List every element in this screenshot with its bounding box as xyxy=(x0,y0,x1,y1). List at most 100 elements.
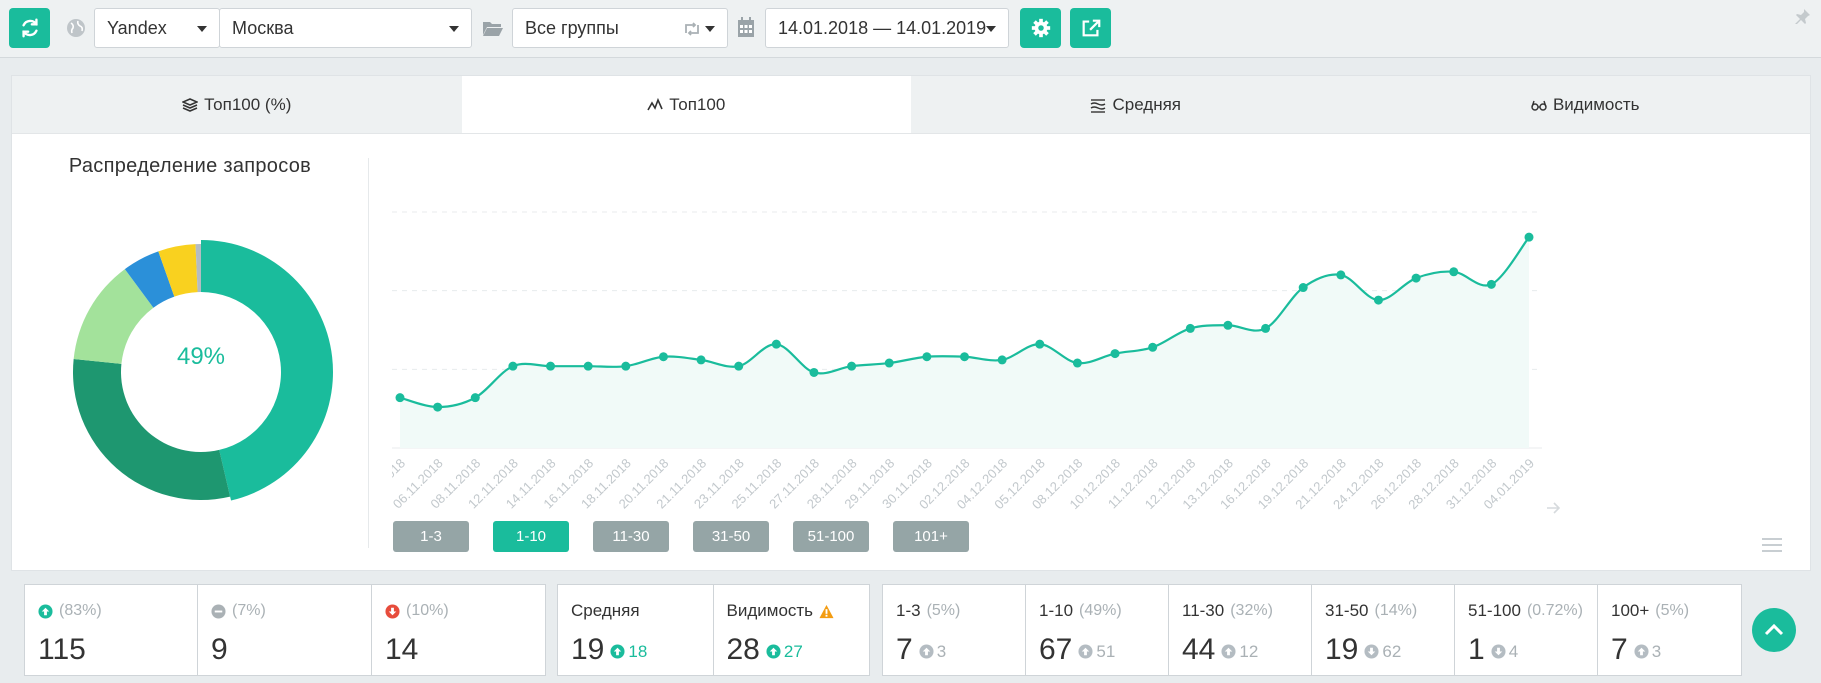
region-select[interactable]: Москва xyxy=(219,8,472,48)
folder-open-icon xyxy=(483,22,503,36)
donut-slice-1-10[interactable] xyxy=(201,240,334,501)
data-point[interactable] xyxy=(470,393,480,403)
top100-line-chart: 025507504.11.201806.11.201808.11.201812.… xyxy=(392,211,1561,514)
data-point[interactable] xyxy=(1298,283,1308,293)
donut-slice-11-30[interactable] xyxy=(72,359,231,500)
tab-label: Видимость xyxy=(1552,94,1640,114)
layers-icon xyxy=(182,97,199,112)
data-point[interactable] xyxy=(508,361,518,371)
stat-visibility-cell: Видимость 28 27 xyxy=(714,585,870,675)
tab-visibility[interactable]: Видимость xyxy=(1361,76,1811,133)
data-point[interactable] xyxy=(771,339,781,349)
donut-slice-51-100[interactable] xyxy=(124,251,175,308)
range-button-31-50[interactable]: 31-50 xyxy=(693,521,769,552)
stats-average-box: Средняя 19 18 Видимость 28 27 xyxy=(557,584,870,676)
refresh-button[interactable] xyxy=(9,8,50,48)
stat-value: 1 xyxy=(1468,633,1485,666)
stat-delta: 4 xyxy=(1508,641,1519,661)
arrow-up-circle-icon xyxy=(1078,644,1093,659)
data-point[interactable] xyxy=(1148,342,1158,352)
stat-value: 115 xyxy=(38,633,86,666)
series-area xyxy=(400,237,1529,448)
minus-circle-icon xyxy=(211,603,226,619)
export-button[interactable] xyxy=(1070,8,1111,48)
chevron-up-icon xyxy=(1764,623,1784,636)
donut-center-label: 49% xyxy=(176,343,226,370)
data-point[interactable] xyxy=(696,355,706,365)
data-point[interactable] xyxy=(734,361,744,371)
stat-label: Видимость xyxy=(726,601,814,620)
toolbar: Yandex Москва Все группы 14.01.2018 — 14… xyxy=(0,0,1821,58)
stat-percent: (83%) xyxy=(59,602,102,619)
donut-slice-101+[interactable] xyxy=(158,244,198,297)
chevron-down-icon xyxy=(449,26,459,32)
data-point[interactable] xyxy=(1449,267,1459,277)
data-point[interactable] xyxy=(922,352,932,362)
data-point[interactable] xyxy=(1373,295,1383,305)
arrow-up-circle-icon xyxy=(38,603,53,619)
data-point[interactable] xyxy=(583,361,593,371)
data-point[interactable] xyxy=(960,352,969,362)
data-point[interactable] xyxy=(1185,323,1195,333)
arrow-up-circle-icon xyxy=(1221,644,1236,659)
stat-label: 100+ xyxy=(1611,601,1650,620)
data-point[interactable] xyxy=(884,358,894,368)
data-point[interactable] xyxy=(997,355,1007,365)
data-point[interactable] xyxy=(395,393,405,403)
range-button-1-3[interactable]: 1-3 xyxy=(393,521,469,552)
tab-top100[interactable]: Топ100 xyxy=(461,76,911,133)
chart-menu-icon[interactable] xyxy=(1762,538,1782,552)
tab-top100-percent[interactable]: Топ100 (%) xyxy=(12,76,462,133)
data-point[interactable] xyxy=(847,361,857,371)
stat-value: 28 xyxy=(726,633,760,666)
settings-button[interactable] xyxy=(1020,8,1061,48)
range-button-101+[interactable]: 101+ xyxy=(893,521,969,552)
data-point[interactable] xyxy=(546,361,556,371)
pin-icon[interactable] xyxy=(1795,8,1811,24)
range-button-1-10[interactable]: 1-10 xyxy=(493,521,569,552)
date-range-select[interactable]: 14.01.2018 — 14.01.2019 xyxy=(765,8,1009,48)
data-point[interactable] xyxy=(1072,358,1082,368)
tab-average[interactable]: Средняя xyxy=(911,76,1361,133)
data-point[interactable] xyxy=(809,367,819,377)
data-point[interactable] xyxy=(621,361,631,371)
data-point[interactable] xyxy=(1035,339,1045,349)
retweet-icon xyxy=(685,22,699,36)
stat-percent: (49%) xyxy=(1079,602,1122,619)
stat-range-cell-11-30: 11-30 (32%) 44 12 xyxy=(1169,585,1312,675)
stat-percent: (5%) xyxy=(1655,602,1690,619)
stat-label: 31-50 xyxy=(1325,601,1369,620)
group-select[interactable]: Все группы xyxy=(512,8,728,48)
data-point[interactable] xyxy=(1336,270,1346,280)
engine-select[interactable]: Yandex xyxy=(94,8,220,48)
stat-value: 67 xyxy=(1039,633,1073,666)
stat-delta: 27 xyxy=(783,641,803,661)
data-point[interactable] xyxy=(1110,349,1120,359)
data-point[interactable] xyxy=(1261,323,1271,333)
stat-label: 1-3 xyxy=(896,601,921,620)
stat-delta: 12 xyxy=(1239,641,1259,661)
donut-slice-other[interactable] xyxy=(195,244,201,293)
data-point[interactable] xyxy=(1223,320,1233,330)
warning-icon xyxy=(819,604,834,618)
range-button-51-100[interactable]: 51-100 xyxy=(793,521,869,552)
scroll-top-button[interactable] xyxy=(1752,608,1796,652)
share-icon xyxy=(1082,19,1100,37)
stat-label: Средняя xyxy=(571,601,640,620)
data-point[interactable] xyxy=(1524,232,1534,242)
data-point[interactable] xyxy=(1486,279,1496,289)
tab-label: Топ100 xyxy=(669,94,726,114)
chevron-down-icon xyxy=(197,26,207,32)
range-button-11-30[interactable]: 11-30 xyxy=(593,521,669,552)
data-point[interactable] xyxy=(658,352,668,362)
engine-value: Yandex xyxy=(107,17,167,38)
stat-value: 14 xyxy=(385,633,419,666)
stat-percent: (5%) xyxy=(926,602,961,619)
stat-delta: 3 xyxy=(1651,641,1662,661)
stat-value: 7 xyxy=(1611,633,1628,666)
chevron-down-icon xyxy=(705,26,715,32)
data-point[interactable] xyxy=(1411,273,1421,283)
arrow-down-circle-icon xyxy=(385,603,400,619)
data-point[interactable] xyxy=(433,402,443,412)
donut-slice-31-50[interactable] xyxy=(73,269,154,364)
